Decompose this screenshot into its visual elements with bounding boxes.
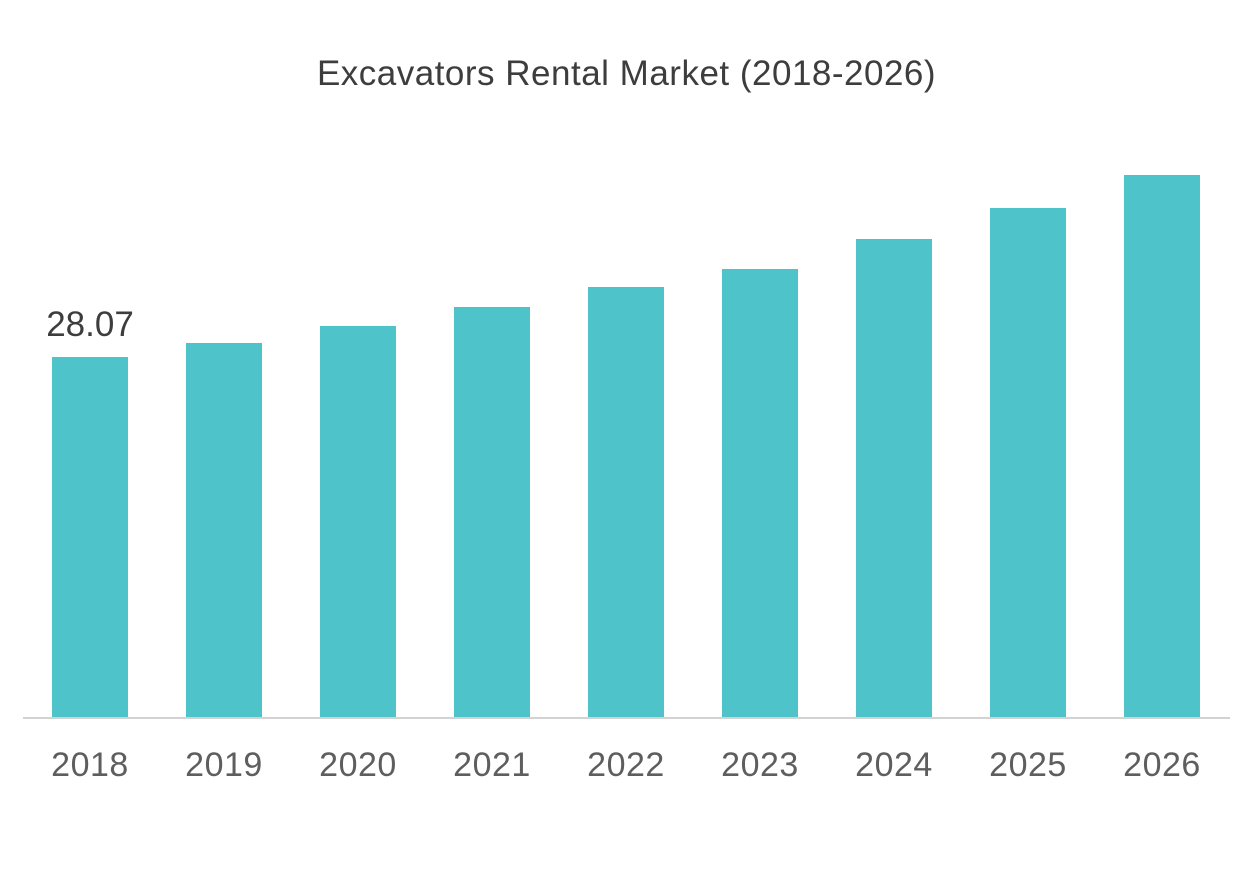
bar-2024 [856, 238, 932, 717]
x-axis-label-2026: 2026 [1123, 746, 1201, 784]
x-axis-label-2021: 2021 [453, 746, 531, 784]
x-axis-label-2022: 2022 [587, 746, 665, 784]
x-axis-label-2023: 2023 [721, 746, 799, 784]
x-axis-label-2019: 2019 [185, 746, 263, 784]
x-axis-label-2020: 2020 [319, 746, 397, 784]
bar-2019 [186, 342, 262, 717]
x-axis-label-2025: 2025 [989, 746, 1067, 784]
bar-2022 [588, 287, 664, 717]
bar-2023 [722, 269, 798, 717]
bar-2025 [990, 207, 1066, 717]
x-axis-line [23, 717, 1230, 719]
bar-2021 [454, 306, 530, 717]
bar-value-label-2018: 28.07 [46, 305, 134, 344]
x-axis-label-2018: 2018 [51, 746, 129, 784]
bar-2018 [52, 357, 128, 717]
x-axis-label-2024: 2024 [855, 746, 933, 784]
bar-2020 [320, 325, 396, 717]
chart-title: Excavators Rental Market (2018-2026) [316, 54, 937, 93]
bar-2026 [1124, 174, 1200, 717]
